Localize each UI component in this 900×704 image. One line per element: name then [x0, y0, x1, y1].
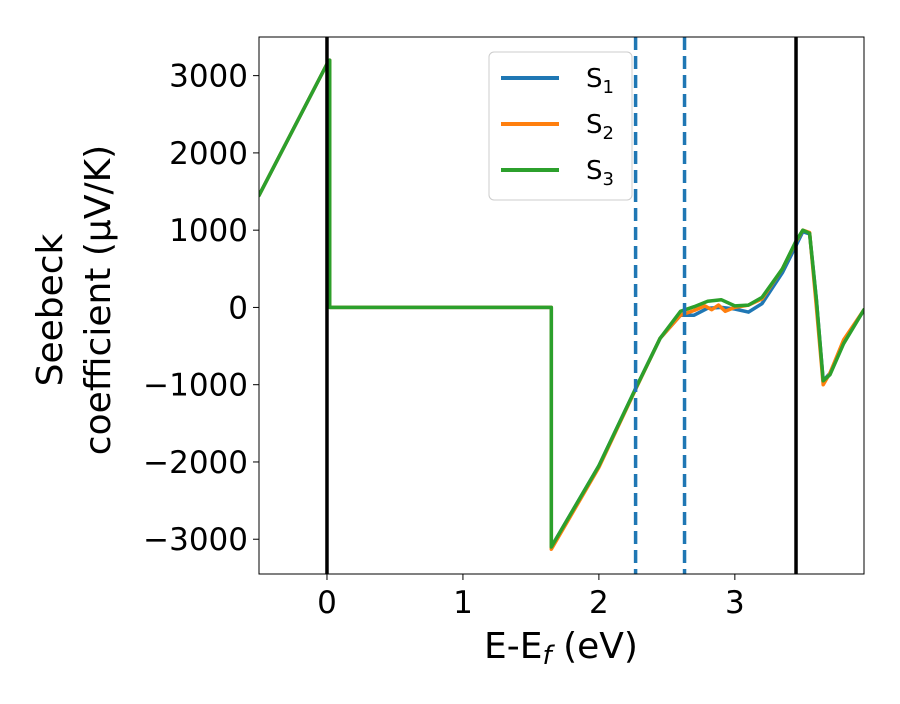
y-tick-label: −1000: [143, 368, 248, 404]
y-axis-label-line-2: coefficient (μV/K): [78, 145, 119, 455]
legend-box: [488, 51, 633, 201]
x-axis-label: E-Ef (eV): [484, 626, 638, 671]
y-tick-label: 1000: [169, 213, 248, 249]
plot-frame: [258, 36, 865, 575]
y-tick-label: 0: [228, 290, 248, 326]
x-tick-label: 1: [453, 585, 473, 621]
y-tick-label: −3000: [143, 522, 248, 558]
y-tick-label: 3000: [169, 59, 248, 95]
x-axis-ticks: 0 1 2 3: [317, 574, 745, 621]
y-axis-label-line-1: Seebeck: [30, 233, 71, 386]
legend-label-s2: S2: [586, 110, 614, 144]
legend-label-s3: S3: [586, 156, 614, 190]
legend: S1 S2 S3: [488, 51, 633, 201]
plot-area: [259, 58, 864, 552]
x-tick-label: 2: [589, 585, 609, 621]
y-tick-label: 2000: [169, 136, 248, 172]
x-tick-label: 3: [725, 585, 745, 621]
legend-label-s1: S1: [586, 64, 614, 98]
series-line-s3: [259, 58, 864, 549]
x-tick-label: 0: [317, 585, 337, 621]
y-axis-ticks: −3000 −2000 −1000 0 1000 2000 3000: [143, 59, 259, 558]
y-tick-label: −2000: [143, 445, 248, 481]
reference-lines: [325, 37, 798, 574]
